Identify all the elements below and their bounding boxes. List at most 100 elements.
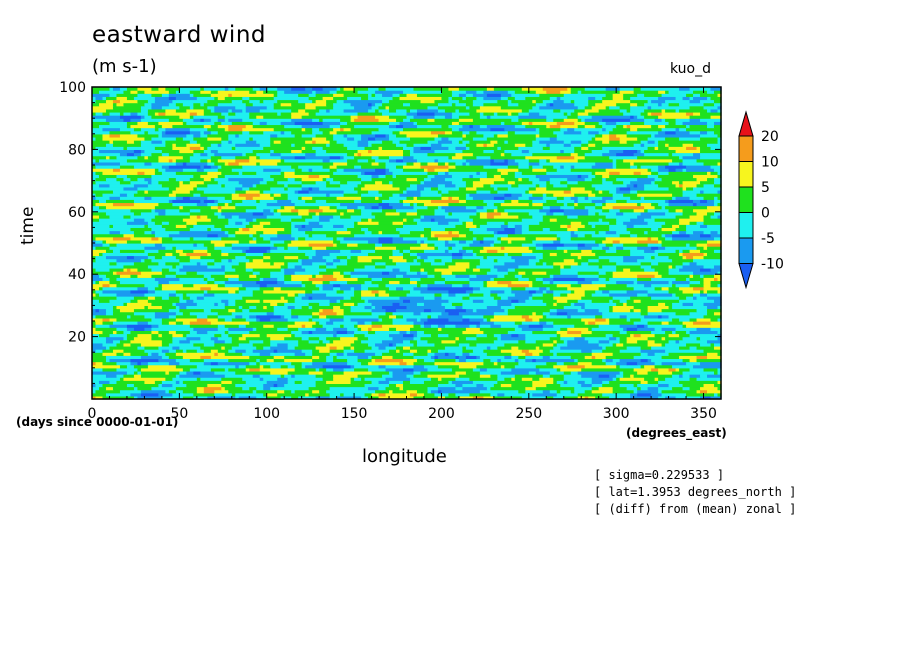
- heatmap-cell: [340, 392, 345, 397]
- heatmap-cell: [556, 311, 568, 316]
- heatmap-cell: [130, 118, 142, 122]
- heatmap-cell: [266, 249, 271, 253]
- heatmap-cell: [448, 202, 488, 207]
- heatmap-cell: [214, 161, 226, 166]
- heatmap-cell: [336, 130, 373, 135]
- heatmap-cell: [154, 286, 163, 291]
- heatmap-cell: [322, 208, 338, 213]
- heatmap-cell: [238, 286, 247, 291]
- heatmap-cell: [560, 236, 572, 241]
- heatmap-cell: [210, 143, 219, 147]
- heatmap-cell: [612, 333, 631, 338]
- heatmap-cell: [483, 96, 502, 101]
- heatmap-cell: [717, 333, 722, 338]
- heatmap-cell: [301, 349, 313, 353]
- heatmap-cell: [472, 93, 488, 97]
- heatmap-cell: [263, 130, 282, 135]
- heatmap-cell: [179, 261, 198, 266]
- heatmap-cell: [490, 317, 526, 322]
- heatmap-cell: [434, 280, 446, 285]
- heatmap-cell: [693, 174, 719, 179]
- heatmap-cell: [350, 230, 366, 235]
- heatmap-cell: [507, 296, 530, 300]
- heatmap-cell: [147, 264, 173, 269]
- heatmap-cell: [455, 392, 470, 397]
- heatmap-cell: [493, 180, 509, 185]
- heatmap-cell: [717, 392, 722, 397]
- heatmap-cell: [147, 321, 163, 325]
- heatmap-cell: [368, 286, 390, 291]
- heatmap-cell: [490, 289, 505, 294]
- heatmap-cell: [444, 305, 457, 310]
- heatmap-cell: [591, 171, 596, 175]
- heatmap-cell: [298, 255, 310, 260]
- heatmap-cell: [479, 261, 505, 266]
- heatmap-cell: [469, 352, 488, 356]
- heatmap-cell: [640, 349, 666, 353]
- heatmap-cell: [252, 211, 264, 216]
- heatmap-cell: [221, 140, 229, 144]
- heatmap-cell: [504, 199, 512, 204]
- heatmap-cell: [350, 214, 376, 219]
- heatmap-cell: [658, 165, 666, 169]
- heatmap-cell: [682, 161, 705, 166]
- heatmap-cell: [95, 314, 128, 319]
- heatmap-cell: [637, 389, 659, 394]
- heatmap-cell: [542, 289, 547, 294]
- heatmap-cell: [549, 146, 575, 150]
- heatmap-cell: [375, 115, 390, 119]
- heatmap-cell: [252, 342, 271, 347]
- heatmap-cell: [637, 165, 642, 169]
- heatmap-cell: [448, 239, 460, 244]
- heatmap-cell: [448, 99, 460, 104]
- heatmap-cell: [591, 352, 614, 356]
- heatmap-cell: [182, 389, 198, 394]
- heatmap-cell: [119, 180, 132, 185]
- heatmap-cell: [448, 168, 498, 172]
- heatmap-cell: [263, 277, 278, 282]
- heatmap-cell: [179, 252, 187, 257]
- heatmap-cell: [105, 358, 111, 363]
- heatmap-cell: [689, 99, 701, 104]
- heatmap-cell: [147, 121, 159, 126]
- heatmap-cell: [479, 239, 484, 244]
- heatmap-cell: [717, 108, 722, 113]
- heatmap-cell: [556, 199, 575, 204]
- heatmap-cell: [92, 90, 100, 94]
- heatmap-cell: [315, 133, 334, 138]
- heatmap-cell: [361, 249, 376, 253]
- heatmap-cell: [112, 349, 125, 353]
- heatmap-cell: [556, 283, 572, 288]
- heatmap-cell: [109, 267, 125, 272]
- heatmap-cell: [490, 345, 498, 350]
- heatmap-cell: [525, 355, 544, 360]
- heatmap-cell: [322, 118, 341, 122]
- heatmap-cell: [637, 280, 670, 285]
- heatmap-cell: [301, 196, 313, 200]
- heatmap-cell: [235, 267, 247, 272]
- heatmap-cell: [514, 377, 523, 381]
- heatmap-cell: [602, 205, 614, 210]
- heatmap-cell: [458, 358, 467, 363]
- heatmap-cell: [168, 389, 177, 394]
- heatmap-cell: [493, 395, 523, 400]
- heatmap-cell: [626, 227, 652, 232]
- heatmap-cell: [630, 374, 635, 378]
- heatmap-cell: [479, 258, 495, 263]
- heatmap-cell: [448, 289, 467, 294]
- heatmap-cell: [423, 202, 450, 207]
- heatmap-cell: [371, 230, 380, 235]
- heatmap-cell: [640, 308, 649, 313]
- heatmap-cell: [675, 283, 691, 288]
- heatmap-cell: [605, 249, 617, 253]
- heatmap-cell: [409, 264, 450, 269]
- heatmap-cell: [647, 289, 670, 294]
- heatmap-cell: [392, 317, 408, 322]
- heatmap-cell: [553, 324, 575, 328]
- heatmap-cell: [661, 227, 677, 232]
- heatmap-cell: [507, 161, 519, 166]
- heatmap-cell: [700, 386, 719, 391]
- heatmap-cell: [584, 118, 603, 122]
- chart-title: eastward wind: [92, 22, 266, 48]
- heatmap-cell: [532, 239, 554, 244]
